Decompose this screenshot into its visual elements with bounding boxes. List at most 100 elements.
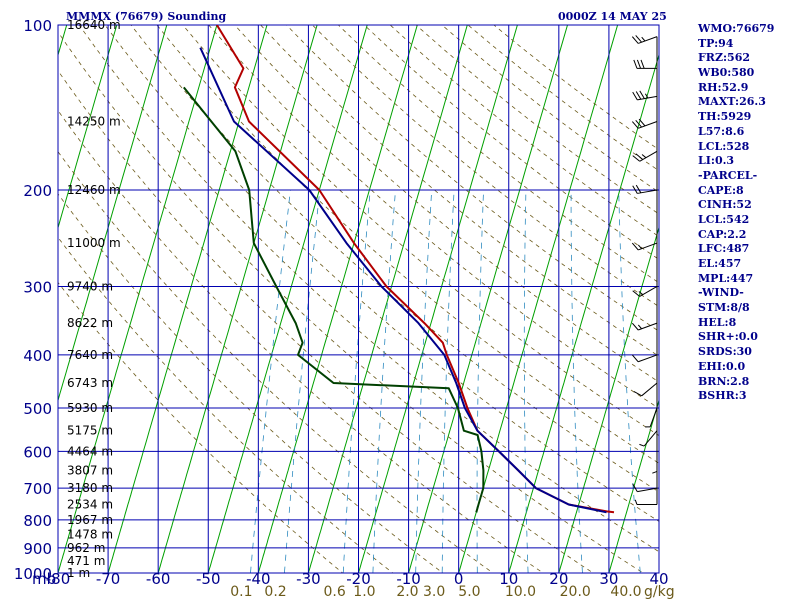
plot-frame	[57, 24, 660, 574]
sounding-parameter: FRZ:562	[698, 51, 751, 65]
dry-adiabat-line	[58, 31, 644, 573]
isotherm-line	[157, 25, 318, 573]
pressure-tick-label: 500	[23, 400, 52, 418]
mixing-ratio-unit: g/kg	[644, 584, 675, 600]
wind-barb	[632, 483, 658, 493]
mixing-ratio-line	[249, 189, 291, 573]
height-label: 16640 m	[67, 18, 121, 32]
height-label: 2534 m	[67, 498, 113, 512]
sounding-parameter: HEL:8	[698, 315, 737, 329]
sounding-parameter: TP:94	[698, 36, 734, 50]
mixing-ratio-label: 20.0	[560, 584, 591, 600]
dry-adiabat-line	[260, 25, 659, 357]
sounding-parameter-list: WMO:76679 TP:94 FRZ:562 WB0:580 RH:52.9 MAXT:…	[698, 22, 798, 404]
chart-time-label: 0000Z 14 MAY 25	[558, 10, 667, 23]
sounding-profile-0	[216, 25, 615, 514]
wind-barb	[631, 354, 658, 363]
isotherm-line	[58, 25, 218, 573]
wind-barb	[634, 499, 657, 506]
isotherm-line	[207, 25, 368, 573]
sounding-parameter: LCL:528	[698, 139, 750, 153]
dry-adiabat-line	[58, 281, 344, 573]
chart-title: MMMX (76679) Sounding	[66, 10, 227, 23]
sounding-parameter: EL:457	[698, 257, 742, 270]
temperature-tick-label: -50	[196, 570, 221, 588]
mixing-ratio-label: 1.0	[353, 584, 375, 600]
sounding-parameter: -WIND-	[698, 286, 744, 300]
temperature-tick-label: -30	[296, 570, 321, 588]
sounding-profile-2	[183, 86, 485, 513]
sounding-parameter: CAP:2.2	[698, 227, 747, 241]
isotherm-line	[58, 25, 168, 403]
height-label: 4464 m	[67, 444, 113, 458]
pressure-tick-label: 700	[23, 480, 52, 498]
sounding-parameter: LI:0.3	[698, 154, 735, 168]
wind-barb	[652, 451, 658, 474]
mixing-ratio-line	[372, 189, 396, 573]
height-label: 6743 m	[67, 376, 113, 390]
dry-adiabat-line	[58, 70, 594, 573]
isotherm-line	[558, 225, 659, 573]
height-label: 5175 m	[67, 424, 113, 438]
dry-adiabat-line	[286, 25, 659, 332]
dry-adiabat-line	[58, 151, 494, 573]
sounding-parameter: EHI:0.0	[698, 359, 746, 373]
wind-barb	[631, 242, 658, 251]
height-label: 1 m	[67, 566, 90, 580]
wind-barb	[632, 184, 658, 194]
temperature-tick-label: 10	[499, 570, 518, 588]
wind-barb	[632, 150, 658, 162]
mixing-ratio-label: 2.0	[396, 584, 418, 600]
sounding-parameter: TH:5929	[698, 110, 752, 124]
height-label: 3180 m	[67, 481, 113, 495]
chart-grid	[57, 24, 660, 574]
height-label: 14250 m	[67, 114, 121, 128]
mixing-ratio-label: 0.6	[324, 584, 346, 600]
sounding-parameter: RH:52.9	[698, 80, 749, 94]
temperature-tick-label: -10	[396, 570, 421, 588]
sounding-parameter: SRDS:30	[698, 345, 752, 359]
dry-adiabat-line	[156, 25, 659, 464]
dry-adiabat-line	[78, 25, 659, 553]
height-label: 1478 m	[67, 527, 113, 541]
sounding-profile-1	[199, 47, 607, 514]
wind-barb	[632, 286, 658, 297]
pressure-tick-label: 900	[23, 540, 52, 558]
wind-barb	[639, 430, 658, 447]
temperature-tick-label: -80	[46, 570, 71, 588]
height-label: 1967 m	[67, 513, 113, 527]
height-label: 3807 m	[67, 463, 113, 477]
isotherm-line	[357, 25, 518, 573]
sounding-parameter: -PARCEL-	[698, 168, 758, 182]
sounding-parameter: L57:8.6	[698, 124, 745, 138]
pressure-tick-label: 100	[23, 17, 52, 35]
mixing-ratio-line	[441, 189, 455, 573]
isotherm-line	[58, 25, 68, 57]
mixing-ratio-label: 5.0	[458, 584, 480, 600]
isotherm-line	[0, 25, 17, 585]
pressure-tick-label: 1000	[14, 565, 52, 583]
sounding-parameter: MPL:447	[698, 271, 754, 285]
height-label: 12460 m	[67, 183, 121, 197]
isotherm-line	[608, 398, 659, 573]
isotherm-line	[408, 25, 568, 573]
mixing-ratio-line	[523, 189, 529, 573]
isotherm-line	[107, 25, 268, 573]
wind-barb	[632, 90, 658, 101]
height-label: 962 m	[67, 541, 105, 555]
sounding-parameter: MAXT:26.3	[698, 95, 766, 109]
dry-adiabat-line	[58, 109, 544, 573]
mixing-ratio-label: 0.1	[230, 584, 252, 600]
wind-barb	[631, 118, 658, 129]
pressure-tick-label: 600	[23, 443, 52, 461]
dry-adiabat-line	[58, 193, 444, 573]
pressure-tick-label: 200	[23, 182, 52, 200]
mixing-ratio-line	[342, 189, 371, 573]
dry-adiabat-line	[58, 236, 394, 573]
pressure-tick-label: 800	[23, 512, 52, 530]
sounding-profiles	[183, 25, 615, 514]
height-label: 5930 m	[67, 401, 113, 415]
height-label: 471 m	[67, 554, 105, 568]
